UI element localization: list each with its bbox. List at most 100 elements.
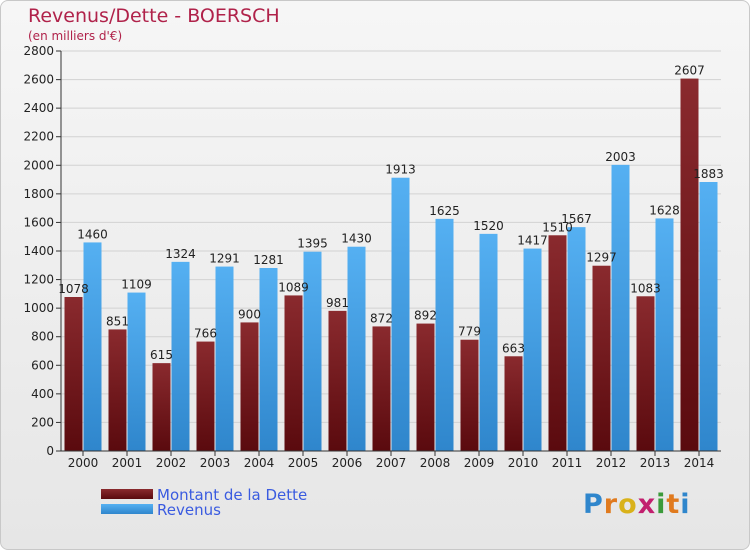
y-tick-label: 800 <box>31 330 54 344</box>
data-label-dette: 892 <box>414 309 437 323</box>
bar-dette <box>372 326 391 451</box>
y-tick-label: 0 <box>46 444 54 458</box>
data-label-dette: 1083 <box>630 281 661 295</box>
data-label-dette: 766 <box>194 327 217 341</box>
data-label-revenus: 1324 <box>165 247 196 261</box>
axes: 0 200 400 600 800 1000 1200 1400 1600 1800 2000 220… <box>23 44 721 470</box>
x-tick-label: 2002 <box>156 456 187 470</box>
legend-swatch-dette <box>101 489 153 499</box>
legend-label-revenus: Revenus <box>157 501 221 519</box>
x-tick-label: 2008 <box>420 456 451 470</box>
x-tick-label: 2006 <box>332 456 363 470</box>
data-label-dette: 1089 <box>278 280 309 294</box>
data-label-dette: 779 <box>458 325 481 339</box>
logo-letter: i <box>656 489 667 520</box>
data-label-dette: 900 <box>238 307 261 321</box>
bar-revenus <box>83 242 102 451</box>
bar-revenus <box>479 233 498 451</box>
bar-dette <box>64 297 83 451</box>
legend-swatch-revenus <box>101 504 153 514</box>
x-tick-label: 2013 <box>640 456 671 470</box>
data-label-dette: 615 <box>150 348 173 362</box>
bar-dette <box>108 329 127 451</box>
bar-dette <box>460 339 479 451</box>
x-tick-label: 2001 <box>112 456 143 470</box>
bar-revenus <box>347 246 366 451</box>
x-tick-label: 2003 <box>200 456 231 470</box>
grid <box>61 50 721 452</box>
data-label-revenus: 1625 <box>429 204 460 218</box>
y-tick-label: 1800 <box>23 187 54 201</box>
data-label-revenus: 1520 <box>473 219 504 233</box>
legend-label-dette: Montant de la Dette <box>157 486 308 504</box>
bar-revenus <box>699 182 718 451</box>
logo-letter: t <box>666 489 681 520</box>
y-tick-label: 1400 <box>23 244 54 258</box>
y-tick-label: 2200 <box>23 130 54 144</box>
data-label-revenus: 1395 <box>297 237 328 251</box>
bar-dette <box>592 265 611 451</box>
bars <box>64 78 718 452</box>
x-tick-label: 2010 <box>508 456 539 470</box>
data-label-revenus: 1883 <box>693 167 724 181</box>
value-labels: 1078 1460 851 1109 615 1324 766 1291 900 1281 1089… <box>58 64 724 363</box>
data-label-dette: 1078 <box>58 282 89 296</box>
bar-dette <box>284 295 303 451</box>
bar-revenus <box>391 177 410 451</box>
data-label-dette: 1297 <box>586 251 617 265</box>
chart-subtitle: (en milliers d'€) <box>28 29 123 43</box>
data-label-revenus: 1430 <box>341 232 372 246</box>
bar-dette <box>328 310 347 451</box>
x-tick-label: 2000 <box>68 456 99 470</box>
y-tick-label: 600 <box>31 358 54 372</box>
bar-revenus <box>611 164 630 451</box>
data-label-revenus: 1109 <box>121 278 152 292</box>
y-tick-label: 2800 <box>23 44 54 58</box>
logo-letter: x <box>637 489 657 520</box>
bar-dette <box>680 78 699 452</box>
y-tick-label: 200 <box>31 415 54 429</box>
bar-revenus <box>435 218 454 451</box>
x-tick-label: 2004 <box>244 456 275 470</box>
data-label-revenus: 1913 <box>385 163 416 177</box>
data-label-revenus: 1567 <box>561 212 592 226</box>
bar-dette <box>548 235 567 451</box>
y-tick-label: 400 <box>31 387 54 401</box>
bar-dette <box>636 296 655 451</box>
bar-revenus <box>259 268 278 451</box>
bar-revenus <box>655 218 674 451</box>
data-label-dette: 851 <box>106 314 129 328</box>
data-label-dette: 663 <box>502 341 525 355</box>
x-tick-label: 2014 <box>684 456 715 470</box>
bar-dette <box>196 341 215 451</box>
data-label-revenus: 1460 <box>77 227 108 241</box>
logo-letter: P <box>583 489 604 520</box>
y-tick-label: 2000 <box>23 158 54 172</box>
bar-revenus <box>127 292 146 451</box>
y-tick-label: 1200 <box>23 273 54 287</box>
bar-revenus <box>171 261 190 451</box>
data-label-revenus: 1281 <box>253 253 284 267</box>
chart-title: Revenus/Dette - BOERSCH <box>28 5 280 27</box>
data-label-dette: 981 <box>326 296 349 310</box>
x-tick-label: 2009 <box>464 456 495 470</box>
y-tick-label: 1600 <box>23 215 54 229</box>
bar-dette <box>416 323 435 451</box>
logo-letter: i <box>680 489 691 520</box>
logo-letter: o <box>618 489 638 520</box>
proxiti-logo: Proxiti <box>583 489 691 520</box>
bar-dette <box>240 322 259 451</box>
y-tick-label: 2400 <box>23 101 54 115</box>
data-label-revenus: 2003 <box>605 150 636 164</box>
data-label-revenus: 1291 <box>209 252 240 266</box>
bar-revenus <box>567 227 586 451</box>
y-tick-label: 2600 <box>23 73 54 87</box>
bar-dette <box>152 363 171 451</box>
bar-revenus <box>523 248 542 451</box>
bar-revenus <box>303 251 322 451</box>
data-label-revenus: 1417 <box>517 234 548 248</box>
y-tick-label: 1000 <box>23 301 54 315</box>
data-label-dette: 872 <box>370 311 393 325</box>
